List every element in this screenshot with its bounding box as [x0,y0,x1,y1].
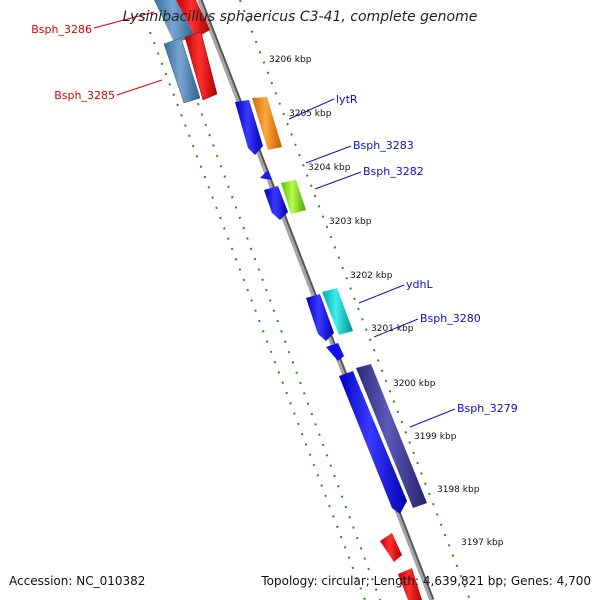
kbp-label-3199: 3199 kbp [414,432,457,442]
kbp-label-3198: 3198 kbp [437,485,480,495]
gene-label-bsph-3285: Bsph_3285 [54,89,115,102]
outer-left-dotted-track [159,0,381,600]
leader-bsph-3286 [93,11,155,29]
kbp-label-3200: 3200 kbp [393,379,436,389]
kbp-label-3206: 3206 kbp [269,55,312,65]
gene-bsph-3286-block [154,0,210,42]
right-dotted-track [239,0,471,600]
gene-label-bsph-3279: Bsph_3279 [457,402,518,415]
gene-bsph-3280 [326,343,344,361]
leader-bsph-3283 [305,145,352,164]
leader-bsph-3285 [116,79,163,96]
gene-label-lytR: lytR [336,93,358,106]
kbp-label-3204: 3204 kbp [308,163,351,173]
kbp-label-3197: 3197 kbp [461,538,504,548]
accession-text: Accession: NC_010382 [9,574,146,588]
gene-lytR [235,97,282,155]
gene-bsph-3285-block [163,31,218,104]
leader-lytR [288,98,335,120]
gene-bsph-3283 [260,170,272,180]
kbp-label-3202: 3202 kbp [350,271,393,281]
leader-bsph-3282 [314,171,362,190]
gene-bsph-3279 [339,364,427,514]
kbp-label-3205: 3205 kbp [289,109,332,119]
leader-ydhL [358,284,405,304]
gene-bsph-3282 [264,180,306,220]
gene-label-bsph-3283: Bsph_3283 [353,139,414,152]
gene-label-ydhL: ydhL [406,278,433,291]
topology-text: Topology: circular; Length: 4,639,821 bp… [261,574,591,588]
gene-label-bsph-3280: Bsph_3280 [420,312,481,325]
gene-label-bsph-3282: Bsph_3282 [363,165,424,178]
inner-left-dotted-track [149,31,366,600]
gene-ydhL [306,288,353,341]
kbp-label-3203: 3203 kbp [329,217,372,227]
leader-bsph-3280 [373,318,419,338]
gene-bottom-red [380,533,422,600]
genome-title: Lysinibacillus sphaericus C3-41, complet… [122,9,478,25]
gene-label-bsph-3286: Bsph_3286 [31,23,92,36]
leader-bsph-3279 [409,408,456,428]
